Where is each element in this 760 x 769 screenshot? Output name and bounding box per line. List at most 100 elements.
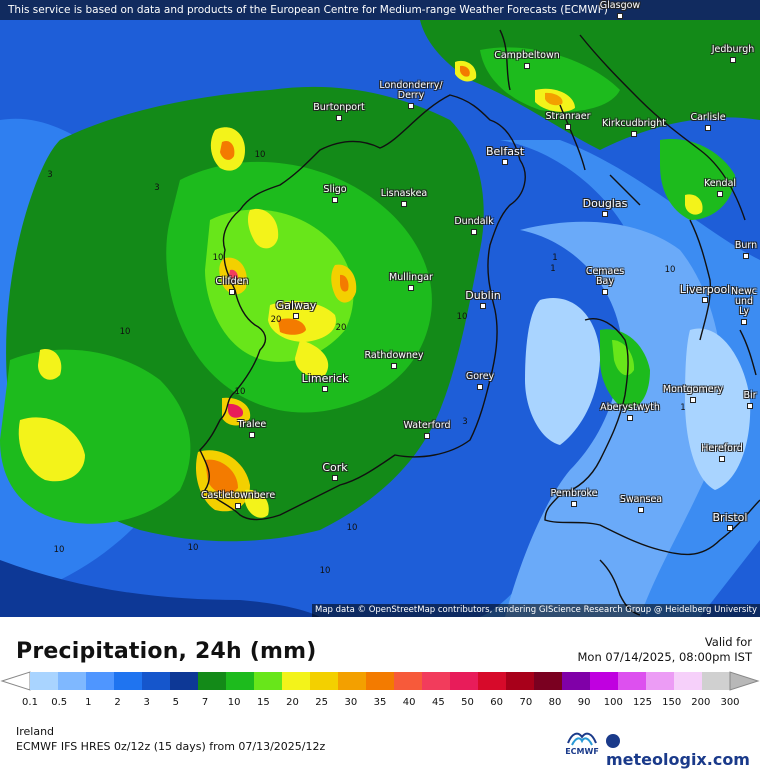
scale-tick-label: 30	[344, 697, 358, 708]
city-marker	[424, 433, 430, 439]
scale-swatch	[646, 672, 675, 690]
scale-tick-label: 200	[691, 697, 711, 708]
scale-swatch	[702, 672, 731, 690]
city-label: Belfast	[485, 145, 525, 158]
scale-swatch	[198, 672, 227, 690]
scale-below-arrow	[0, 671, 31, 691]
city-label: Jedburgh	[711, 44, 755, 55]
city-label: Dublin	[465, 289, 501, 302]
isoline-label: 10	[254, 150, 266, 160]
city-marker	[332, 475, 338, 481]
city-label: Bristol	[712, 511, 748, 524]
scale-above-arrow	[729, 671, 760, 691]
city-marker	[730, 57, 736, 63]
scale-tick-label: 0.1	[22, 697, 38, 708]
city-label: Kirkcudbright	[602, 118, 666, 129]
city-marker	[502, 159, 508, 165]
city-label: Cemaes Bay	[585, 266, 625, 287]
city-marker	[571, 501, 577, 507]
scale-swatch	[450, 672, 479, 690]
city-label: Glasgow	[599, 0, 641, 11]
scale-tick-label: 0.5	[51, 697, 68, 708]
scale-swatch	[254, 672, 283, 690]
scale-tick-label: 40	[402, 697, 416, 708]
scale-tick-label: 70	[519, 697, 533, 708]
precipitation-map[interactable]: This service is based on data and produc…	[0, 0, 760, 617]
isoline-label: 10	[53, 545, 65, 555]
city-label: Dundalk	[454, 216, 494, 227]
city-marker	[627, 415, 633, 421]
city-label: Aberystwyth	[600, 402, 660, 413]
isoline-label: 10	[456, 312, 468, 322]
brand-logo[interactable]: meteologix.com	[606, 731, 760, 769]
scale-tick-label: 7	[201, 697, 209, 708]
color-scale-bar	[0, 671, 760, 691]
scale-tick-label: 45	[431, 697, 445, 708]
city-label: Pembroke	[550, 488, 598, 499]
scale-swatch	[114, 672, 143, 690]
city-marker	[741, 319, 747, 325]
isoline-label: 10	[319, 566, 331, 576]
scale-tick-label: 10	[227, 697, 241, 708]
scale-tick-label: 50	[461, 697, 474, 708]
city-label: Liverpool	[679, 283, 731, 296]
precip-field	[0, 0, 760, 617]
city-marker	[690, 397, 696, 403]
scale-swatch	[534, 672, 563, 690]
city-marker	[727, 525, 733, 531]
map-attribution[interactable]: Map data © OpenStreetMap contributors, r…	[312, 604, 760, 617]
city-marker	[631, 131, 637, 137]
scale-tick-label: 25	[315, 697, 329, 708]
city-marker	[638, 507, 644, 513]
scale-swatch	[478, 672, 507, 690]
scale-tick-label: 35	[373, 697, 387, 708]
city-marker	[336, 115, 342, 121]
city-marker	[391, 363, 397, 369]
city-label: Campbeltown	[494, 50, 560, 61]
city-label: Cork	[322, 461, 348, 474]
city-marker	[617, 13, 623, 19]
scale-tick-label: 1	[85, 697, 92, 708]
city-marker	[249, 432, 255, 438]
city-marker	[235, 503, 241, 509]
city-label: Hereford	[701, 443, 743, 454]
scale-swatch	[170, 672, 199, 690]
isoline-label: 3	[462, 417, 468, 427]
isoline-label: 3	[154, 183, 160, 193]
isoline-label: 1	[550, 264, 556, 274]
city-label: Montgomery	[662, 384, 724, 395]
scale-swatch	[86, 672, 115, 690]
model-run-label: ECMWF IFS HRES 0z/12z (15 days) from 07/…	[16, 740, 326, 753]
brand-globe-icon	[606, 734, 620, 748]
city-marker	[322, 386, 328, 392]
color-scale-ticks: 0.1 0.5 1 2 3 5 7 10 15 20 25 30 35 40 45 50 60 70 80 90 100…	[0, 697, 760, 709]
isoline-label: 10	[346, 523, 358, 533]
city-label: Tralee	[237, 419, 267, 430]
scale-tick-label: 300	[720, 697, 740, 708]
city-marker	[229, 289, 235, 295]
city-label: Burn	[734, 240, 758, 251]
city-marker	[332, 197, 338, 203]
city-marker	[408, 285, 414, 291]
scale-swatch	[506, 672, 535, 690]
isoline-label: 1	[680, 403, 686, 413]
scale-swatch	[30, 672, 59, 690]
scale-tick-label: 90	[577, 697, 591, 708]
isoline-label: 1	[552, 253, 558, 263]
ecmwf-logo-icon	[567, 732, 597, 746]
ecmwf-logo: ECMWF	[562, 729, 602, 759]
ecmwf-notice-banner: This service is based on data and produc…	[0, 0, 760, 20]
isoline-label: 20	[335, 323, 347, 333]
city-label: Bir	[743, 390, 757, 401]
scale-swatch	[58, 672, 87, 690]
city-label: Newc und Ly	[731, 286, 757, 317]
scale-swatch	[226, 672, 255, 690]
scale-tick-label: 150	[662, 697, 682, 708]
isoline-label: 10	[212, 253, 224, 263]
city-label: Carlisle	[690, 112, 726, 123]
city-marker	[293, 313, 299, 319]
city-label: Burtonport	[313, 102, 365, 113]
city-marker	[471, 229, 477, 235]
city-marker	[747, 403, 753, 409]
city-marker	[480, 303, 486, 309]
